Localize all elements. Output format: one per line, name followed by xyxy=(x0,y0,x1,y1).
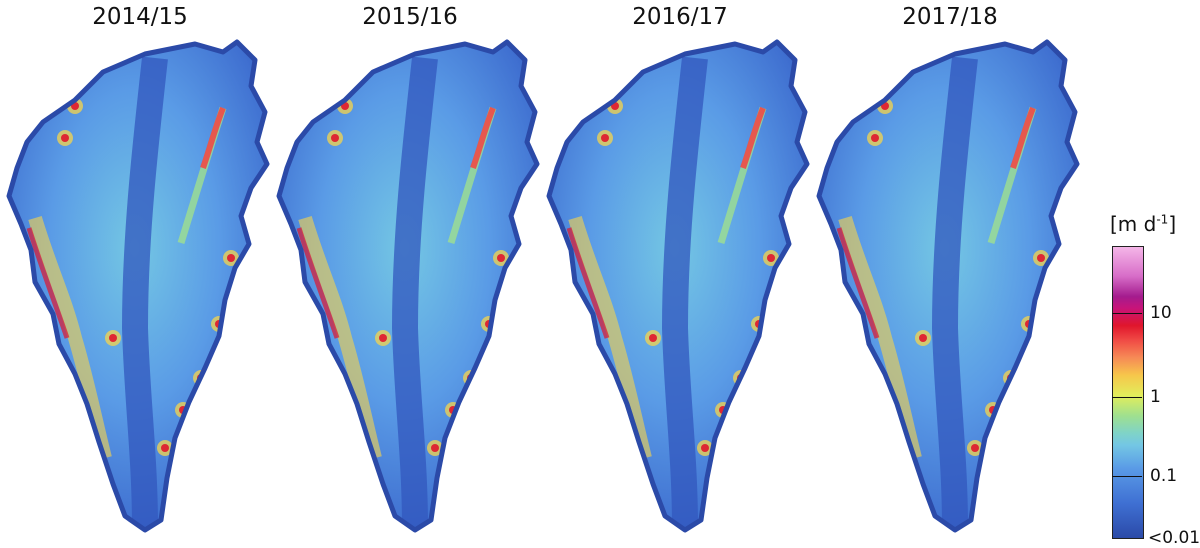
colorbar-legend: [m d-1] 10 1 0.1 <0.01 xyxy=(1110,212,1200,548)
map-panel-1: 2014/15 xyxy=(5,0,275,543)
tick-label-10: 10 xyxy=(1150,303,1172,323)
colorbar-tick-1 xyxy=(1112,397,1142,398)
panel-title: 2017/18 xyxy=(902,4,998,30)
panel-title: 2014/15 xyxy=(92,4,188,30)
map-panel-4: 2017/18 xyxy=(815,0,1085,543)
greenland-velocity-map xyxy=(6,39,270,533)
legend-unit-label: [m d-1] xyxy=(1110,212,1177,236)
colorbar xyxy=(1112,246,1144,539)
tick-label-1: 1 xyxy=(1150,387,1161,407)
tick-label-min: <0.01 xyxy=(1148,528,1200,548)
greenland-velocity-map xyxy=(276,39,540,533)
panel-title: 2015/16 xyxy=(362,4,458,30)
map-panel-3: 2016/17 xyxy=(545,0,815,543)
greenland-velocity-map xyxy=(816,39,1080,533)
greenland-velocity-map xyxy=(546,39,810,533)
colorbar-tick-10 xyxy=(1112,313,1142,314)
map-panel-2: 2015/16 xyxy=(275,0,545,543)
colorbar-tick-0.1 xyxy=(1112,476,1142,477)
panel-title: 2016/17 xyxy=(632,4,728,30)
tick-label-0.1: 0.1 xyxy=(1150,466,1178,486)
